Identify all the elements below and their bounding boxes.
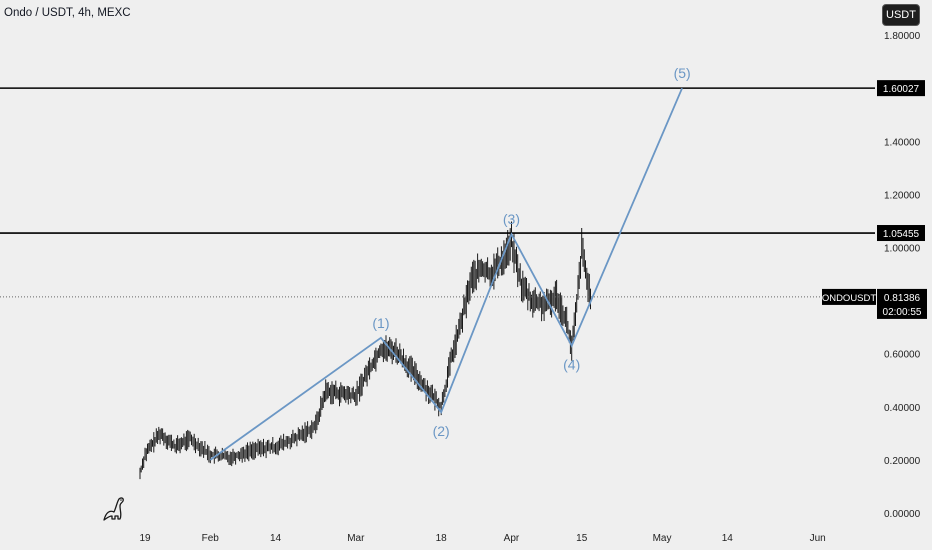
level-price-tag (877, 225, 925, 242)
tradingview-dino-icon (103, 497, 124, 521)
wave-label: (1) (372, 315, 389, 331)
candles (139, 221, 591, 480)
x-tick-label: May (653, 533, 672, 544)
symbol-tag-label: ONDOUSDT (822, 293, 877, 304)
wave-path[interactable] (209, 87, 683, 461)
y-tick-label: 0.00000 (884, 509, 921, 520)
y-tick-label: 1.20000 (884, 190, 921, 201)
wave-label: (4) (563, 357, 580, 373)
x-tick-label: Apr (504, 533, 520, 544)
symbol-tag-box (822, 288, 876, 305)
x-tick-label: 18 (436, 533, 448, 544)
currency-button[interactable]: USDT (882, 4, 920, 26)
wave-label: (5) (674, 65, 691, 81)
level-price-label: 1.05455 (883, 229, 920, 240)
last-price-label: 0.81386 (884, 293, 921, 304)
x-tick-label: Jun (810, 533, 826, 544)
x-tick-label: Feb (202, 533, 220, 544)
y-tick-label: 0.20000 (884, 456, 921, 467)
wave-label: (3) (503, 211, 520, 227)
countdown-label: 02:00:55 (883, 307, 922, 318)
level-price-tag (877, 80, 925, 97)
x-tick-label: 14 (270, 533, 282, 544)
last-price-tag (877, 288, 927, 319)
y-tick-label: 0.60000 (884, 350, 921, 361)
y-tick-label: 1.40000 (884, 137, 921, 148)
wave-label: (2) (433, 423, 450, 439)
chart-title: Ondo / USDT, 4h, MEXC (4, 7, 131, 19)
y-tick-label: 1.80000 (884, 31, 921, 42)
y-tick-label: 0.40000 (884, 403, 921, 414)
level-price-label: 1.60027 (883, 84, 920, 95)
x-tick-label: 14 (722, 533, 734, 544)
x-tick-label: 15 (576, 533, 588, 544)
x-tick-label: 19 (139, 533, 151, 544)
y-tick-label: 1.00000 (884, 244, 921, 255)
x-tick-label: Mar (347, 533, 365, 544)
